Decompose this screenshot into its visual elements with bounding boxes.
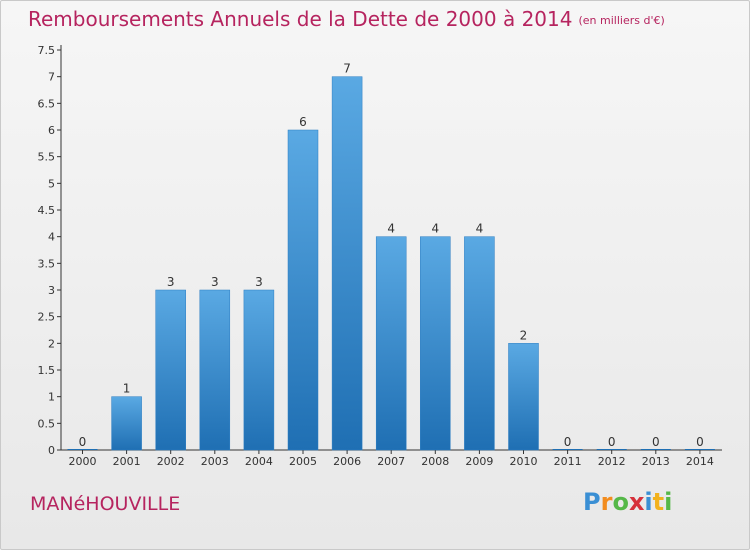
chart-unit: (en milliers d'€) <box>578 14 665 27</box>
bar <box>331 76 363 451</box>
y-tick-label: 7 <box>48 71 55 84</box>
chart-title-text: Remboursements Annuels de la Dette de 20… <box>28 7 573 31</box>
logo-letter: i <box>664 488 673 516</box>
bar <box>508 343 539 451</box>
data-label: 1 <box>123 382 131 396</box>
data-label: 0 <box>608 435 616 449</box>
y-tick-label: 4 <box>48 231 55 244</box>
y-tick-label: 0.5 <box>38 417 56 430</box>
bar <box>596 449 627 450</box>
x-tick-label: 2005 <box>289 455 317 468</box>
logo-letter: o <box>612 488 629 516</box>
x-tick-label: 2004 <box>245 455 273 468</box>
chart-bars <box>67 76 715 451</box>
x-tick-label: 2000 <box>69 455 97 468</box>
bar <box>464 236 495 451</box>
data-label: 0 <box>652 435 660 449</box>
chart-data-labels: 0 1 3 3 3 6 7 4 4 4 2 0 0 0 0 <box>79 62 704 449</box>
data-label: 0 <box>79 435 87 449</box>
y-tick-label: 6 <box>48 124 55 137</box>
bar <box>243 289 275 451</box>
data-label: 3 <box>255 275 263 289</box>
y-tick-label: 5 <box>48 177 55 190</box>
chart-title: Remboursements Annuels de la Dette de 20… <box>28 7 665 31</box>
y-tick-label: 2 <box>48 337 55 350</box>
y-tick-label: 1.5 <box>38 364 56 377</box>
bar <box>67 449 98 450</box>
data-label: 7 <box>343 62 351 76</box>
data-label: 4 <box>387 222 395 236</box>
bar <box>684 449 715 450</box>
y-tick-label: 3 <box>48 284 55 297</box>
y-tick-label: 3.5 <box>38 257 56 270</box>
data-label: 4 <box>476 222 484 236</box>
x-tick-label: 2013 <box>642 455 670 468</box>
x-tick-label: 2003 <box>201 455 229 468</box>
data-label: 3 <box>211 275 219 289</box>
bar <box>640 449 671 450</box>
x-tick-label: 2010 <box>510 455 538 468</box>
y-tick-label: 1 <box>48 391 55 404</box>
x-tick-label: 2002 <box>157 455 185 468</box>
x-tick-label: 2012 <box>598 455 626 468</box>
data-label: 4 <box>431 222 439 236</box>
bar <box>199 289 231 451</box>
y-tick-label: 5.5 <box>38 151 56 164</box>
y-tick-label: 4.5 <box>38 204 56 217</box>
x-tick-label: 2007 <box>377 455 405 468</box>
bar <box>287 129 319 451</box>
data-label: 0 <box>696 435 704 449</box>
commune-name: MANéHOUVILLE <box>30 493 181 515</box>
proxiti-logo: Proxiti <box>583 488 672 516</box>
logo-letter: r <box>600 488 613 516</box>
bar <box>111 396 142 451</box>
data-label: 2 <box>520 328 528 342</box>
data-label: 3 <box>167 275 175 289</box>
bar <box>420 236 451 451</box>
logo-letter: i <box>644 488 653 516</box>
x-tick-label: 2008 <box>421 455 449 468</box>
data-label: 0 <box>564 435 572 449</box>
bar <box>155 289 186 451</box>
y-tick-label: 7.5 <box>38 44 56 57</box>
x-tick-label: 2014 <box>686 455 714 468</box>
logo-letter: t <box>652 488 665 516</box>
logo-letter: P <box>583 488 601 516</box>
x-tick-label: 2001 <box>113 455 141 468</box>
x-tick-label: 2009 <box>465 455 493 468</box>
y-tick-label: 0 <box>48 444 55 457</box>
x-tick-label: 2006 <box>333 455 361 468</box>
logo-letter: x <box>628 488 645 516</box>
bar <box>552 449 583 450</box>
x-tick-label: 2011 <box>554 455 582 468</box>
y-tick-label: 6.5 <box>38 97 56 110</box>
bar <box>375 236 407 451</box>
data-label: 6 <box>299 115 307 129</box>
y-tick-label: 2.5 <box>38 311 56 324</box>
